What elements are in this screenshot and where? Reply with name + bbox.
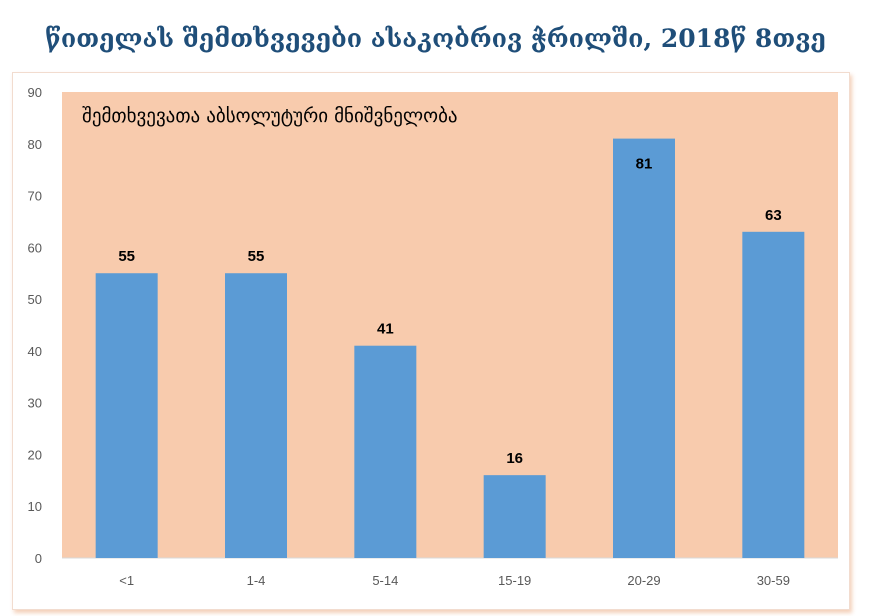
y-tick-label: 0 [35,551,42,566]
chart-subtitle: შემთხვევათა აბსოლუტური მნიშვნელობა [82,105,458,127]
bar [95,273,158,558]
data-label: 63 [765,207,782,224]
data-label: 55 [248,248,265,265]
y-axis: 0 10 20 30 40 50 60 70 80 90 [28,85,42,566]
y-tick-label: 50 [28,292,42,307]
data-labels: 55 55 41 16 81 63 [118,156,781,468]
y-tick-label: 40 [28,344,42,359]
bar [613,138,675,558]
y-tick-label: 20 [28,447,42,462]
y-tick-label: 10 [28,499,42,514]
x-tick-label: 1-4 [247,573,266,588]
data-label: 81 [636,156,653,173]
plot-area [62,92,838,558]
x-axis: <1 1-4 5-14 15-19 20-29 30-59 [119,573,790,588]
bar [483,475,546,558]
data-label: 41 [377,321,394,338]
bar [354,345,417,558]
page-title: წითელას შემთხვევები ასაკობრივ ჭრილში, 20… [45,24,826,53]
x-tick-label: 30-59 [757,573,790,588]
y-tick-label: 60 [28,240,42,255]
bar [742,231,805,559]
x-tick-label: 15-19 [498,573,531,588]
bars [95,138,805,559]
y-tick-label: 30 [28,396,42,411]
x-tick-label: 20-29 [627,573,660,588]
y-tick-label: 80 [28,137,42,152]
x-tick-label: 5-14 [372,573,398,588]
bar [225,273,287,558]
x-tick-label: <1 [119,573,134,588]
data-label: 16 [506,450,523,467]
y-tick-label: 90 [28,85,42,100]
data-label: 55 [118,248,135,265]
y-tick-label: 70 [28,189,42,204]
